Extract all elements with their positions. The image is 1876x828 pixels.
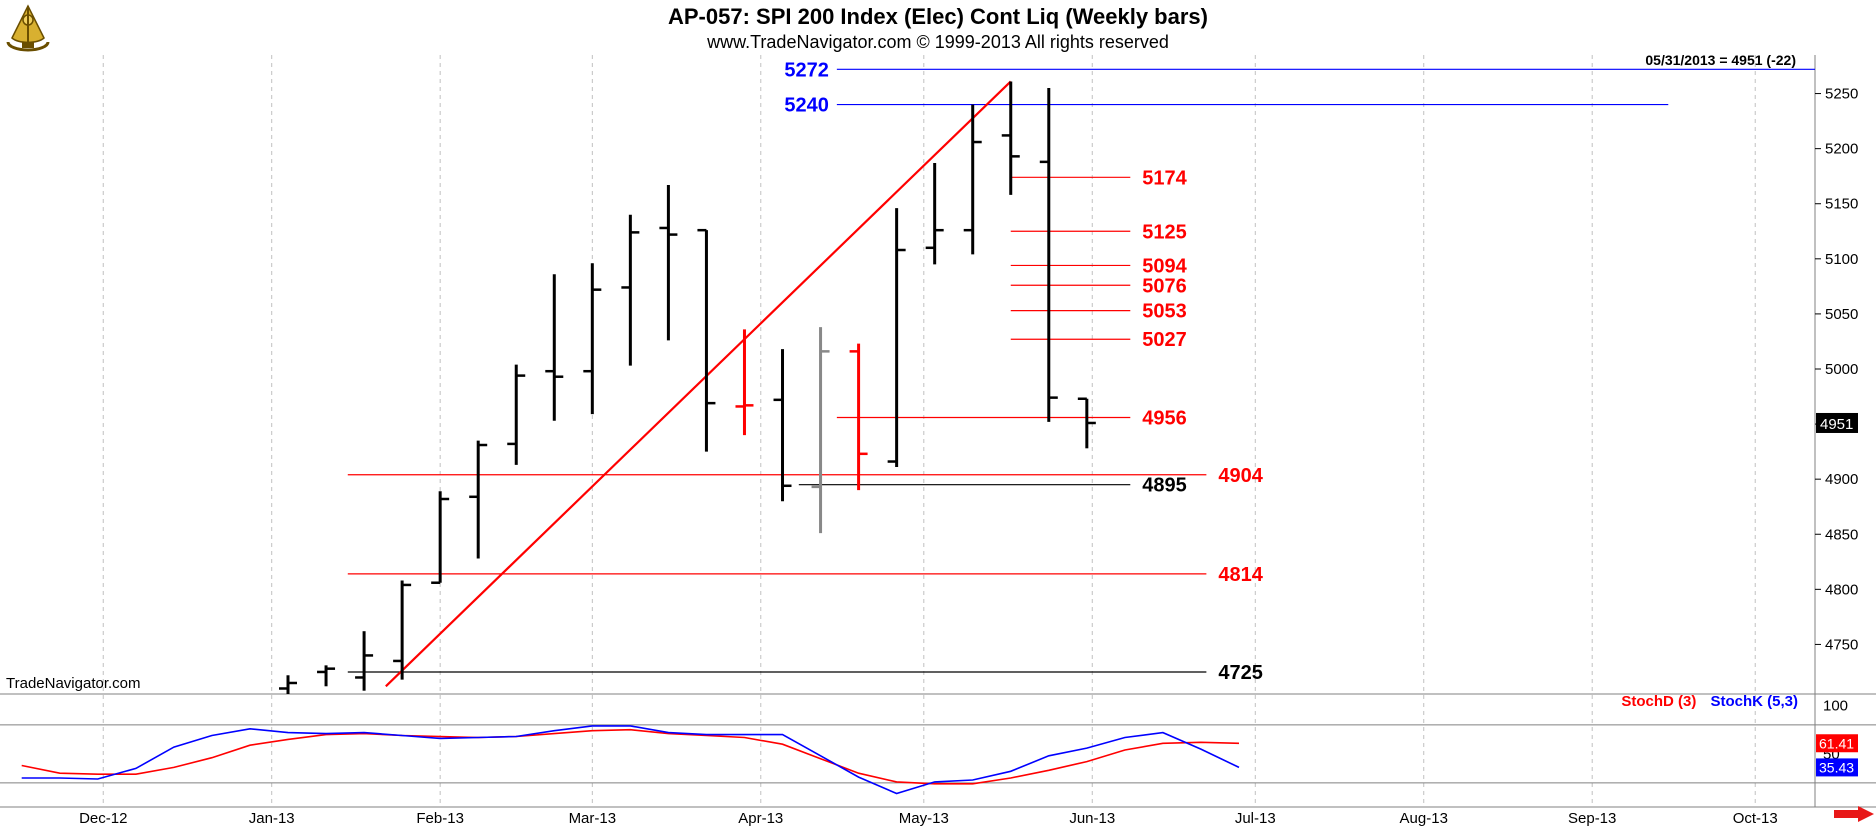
y-tick-label: 4750 <box>1825 636 1858 653</box>
axes: Dec-12 Jan-13 Feb-13 Mar-13 Apr-13 May-13 Jun-… <box>79 86 1858 827</box>
ohlc-bar <box>469 440 488 559</box>
ohlc-bar <box>925 162 944 265</box>
sextant-logo-icon <box>2 2 54 52</box>
ohlc-bar <box>849 343 868 491</box>
x-tick-label: Apr-13 <box>738 810 783 827</box>
stoch-line-blue <box>21 725 1240 795</box>
stoch-last-box <box>1816 734 1858 753</box>
stoch-last-label: 61.41 <box>1819 735 1854 751</box>
ohlc-bar <box>317 665 336 687</box>
trendline <box>385 80 1012 688</box>
grid <box>102 55 1756 807</box>
y-tick-label: 5000 <box>1825 361 1858 378</box>
ohlc-bar <box>773 349 792 502</box>
ohlc-bar <box>1077 397 1096 449</box>
y-tick-label: 5050 <box>1825 306 1858 323</box>
stoch-line-red <box>21 728 1240 785</box>
stochastic-legend: StochD (3) StochK (5,3) <box>1621 693 1798 710</box>
level-label-5272: 5272 <box>784 59 829 81</box>
trendline <box>385 80 1012 688</box>
stoch-last-label: 35.43 <box>1819 759 1854 775</box>
level-label-5094: 5094 <box>1142 255 1187 277</box>
y-tick-label: 4900 <box>1825 471 1858 488</box>
last-price-label: 4951 <box>1820 416 1853 433</box>
right-arrow-icon[interactable] <box>1834 806 1874 827</box>
ohlc-bar <box>545 274 564 421</box>
y-tick-label: 5250 <box>1825 86 1858 103</box>
x-tick-label: Jan-13 <box>249 810 295 827</box>
level-label-5174: 5174 <box>1142 167 1187 189</box>
ohlc-bar <box>735 329 754 436</box>
x-tick-label: Feb-13 <box>416 810 464 827</box>
ohlc-bar <box>963 104 982 255</box>
level-label-4956: 4956 <box>1142 407 1187 429</box>
level-label-5125: 5125 <box>1142 221 1187 243</box>
chart-frame <box>0 55 1876 808</box>
ohlc-bar <box>507 364 526 465</box>
ohlc-bar <box>621 214 640 366</box>
level-label-5240: 5240 <box>784 95 829 117</box>
x-tick-label: May-13 <box>899 810 949 827</box>
stochastic-panel <box>0 724 1876 795</box>
y-tick-label: 5100 <box>1825 251 1858 268</box>
x-tick-label: Mar-13 <box>569 810 617 827</box>
y-tick-label: 4850 <box>1825 526 1858 543</box>
ohlc-bar <box>811 327 830 534</box>
x-tick-label: Oct-13 <box>1733 810 1778 827</box>
level-label-4895: 4895 <box>1142 475 1187 497</box>
ohlc-bar <box>887 208 906 468</box>
x-tick-label: Jun-13 <box>1069 810 1115 827</box>
ohlc-bar <box>393 580 412 680</box>
ohlc-bar <box>1039 88 1058 422</box>
watermark: TradeNavigator.com <box>6 675 141 692</box>
x-tick-label: Sep-13 <box>1568 810 1616 827</box>
stoch-y-tick-label: 100 <box>1823 698 1848 715</box>
y-tick-label: 5150 <box>1825 196 1858 213</box>
ohlc-bar <box>697 228 716 452</box>
y-tick-label: 5200 <box>1825 141 1858 158</box>
level-label-5053: 5053 <box>1142 301 1187 323</box>
x-tick-label: Aug-13 <box>1400 810 1448 827</box>
ohlc-bar <box>1001 81 1020 195</box>
legend-stochk: StochK (5,3) <box>1710 693 1798 710</box>
ohlc-bar <box>431 491 450 584</box>
level-label-4725: 4725 <box>1218 662 1263 684</box>
x-tick-label: Dec-12 <box>79 810 127 827</box>
level-label-5076: 5076 <box>1142 275 1187 297</box>
level-label-5027: 5027 <box>1142 329 1187 351</box>
y-tick-label: 4800 <box>1825 581 1858 598</box>
x-tick-label: Jul-13 <box>1235 810 1276 827</box>
ohlc-bar <box>659 185 678 341</box>
legend-stochd: StochD (3) <box>1621 693 1697 710</box>
price-bars <box>279 81 1096 694</box>
last-price-box <box>1816 412 1858 433</box>
stoch-last-box <box>1816 758 1858 777</box>
level-label-4904: 4904 <box>1218 465 1263 487</box>
chart-title: AP-057: SPI 200 Index (Elec) Cont Liq (W… <box>668 4 1208 29</box>
last-price-status: 05/31/2013 = 4951 (-22) <box>1645 52 1796 68</box>
ohlc-bar <box>355 631 374 691</box>
ohlc-bar <box>279 675 298 694</box>
level-label-4814: 4814 <box>1218 564 1263 586</box>
ohlc-bar <box>583 263 602 415</box>
chart-subtitle: www.TradeNavigator.com © 1999-2013 All r… <box>707 32 1169 52</box>
